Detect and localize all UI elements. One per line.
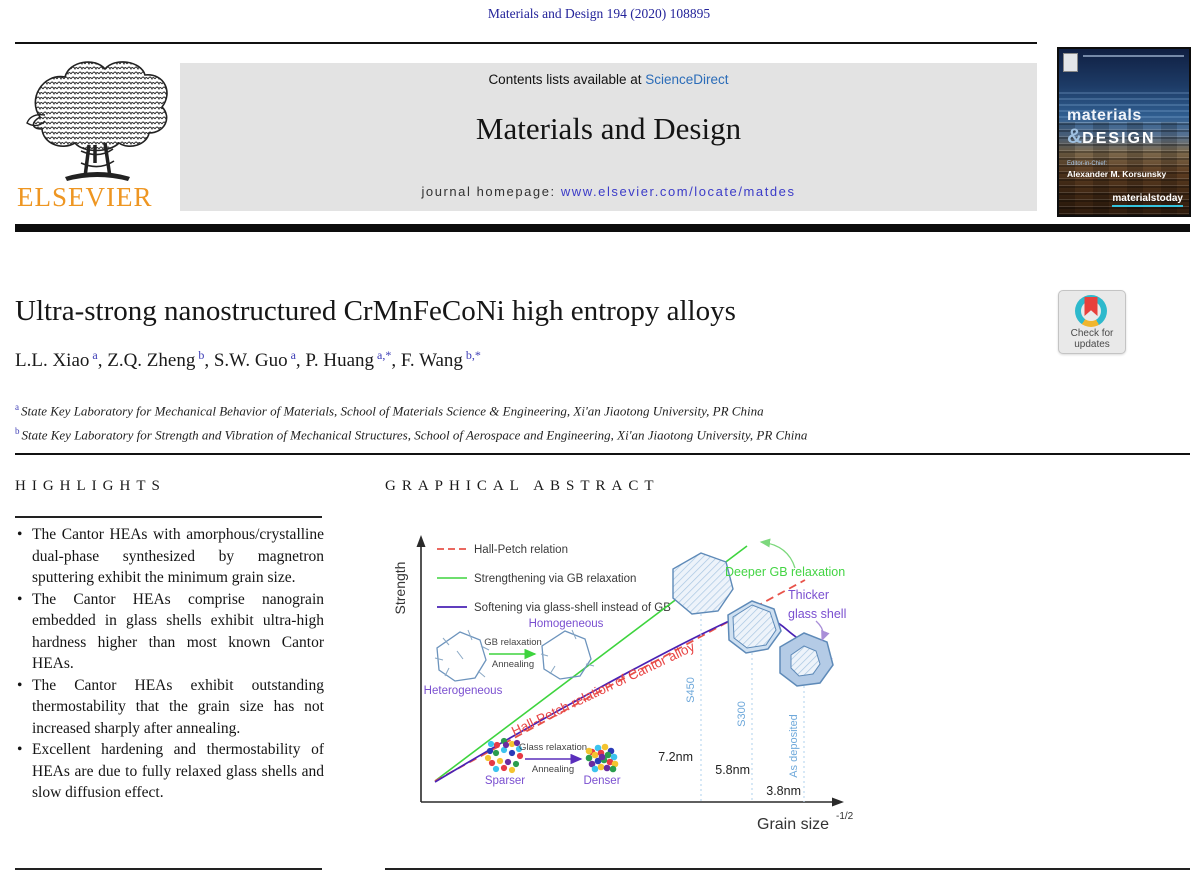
highlights-list: The Cantor HEAs with amorphous/crystalli… — [15, 524, 324, 804]
highlight-item: Excellent hardening and thermostability … — [15, 739, 324, 804]
y-axis-arrow — [416, 535, 426, 547]
highlights-rule — [15, 516, 322, 518]
grain-hexagon-thick-shell-core — [790, 645, 821, 677]
check-updates-ring-icon — [1075, 295, 1107, 327]
graphical-abstract-chart: Strength Grain size -1/2 Hall-Petch rela… — [392, 535, 854, 833]
heterogeneous-gb-ticks — [434, 629, 490, 678]
grain-size-5-8nm: 5.8nm — [715, 763, 750, 777]
sparser-atom-cluster — [484, 737, 524, 774]
cover-editor-label: Editor-in-Chief: — [1067, 161, 1108, 167]
journal-header-box: Contents lists available at ScienceDirec… — [180, 63, 1037, 211]
denser-atom-cluster — [585, 743, 619, 773]
annotation-denser: Denser — [583, 775, 620, 787]
cover-elsevier-mini-logo — [1063, 53, 1078, 72]
elsevier-wordmark: ELSEVIER — [17, 182, 153, 212]
highlights-heading: HIGHLIGHTS — [15, 478, 166, 494]
x-axis-arrow — [832, 797, 844, 807]
author-affiliation-sup: b,* — [465, 348, 481, 362]
elsevier-logo[interactable]: ELSEVIER — [15, 55, 178, 213]
section-divider-rule — [15, 453, 1190, 455]
grain-hexagon-thin-shell-core — [732, 604, 777, 649]
annotation-sparser: Sparser — [485, 775, 525, 787]
cover-top-text-bar — [1083, 55, 1184, 57]
check-updates-bookmark-icon — [1084, 297, 1098, 316]
homepage-url-link[interactable]: www.elsevier.com/locate/matdes — [560, 184, 796, 199]
highlight-item: The Cantor HEAs exhibit outstanding ther… — [15, 675, 324, 740]
legend-label-hall-petch: Hall-Petch relation — [474, 544, 568, 556]
author-list: L.L. Xiao a, Z.Q. Zheng b, S.W. Guo a, P. H… — [15, 348, 1015, 372]
author-affiliation-sup: a — [290, 348, 296, 362]
author: Z.Q. Zheng b, — [107, 348, 214, 372]
annotation-glass-shell: glass shell — [788, 607, 846, 621]
cover-materialstoday-logo: materialstoday — [1112, 193, 1183, 207]
homogeneous-grain-outline — [541, 630, 592, 680]
cover-ampersand: & — [1067, 125, 1083, 148]
author: S.W. Guo a, — [213, 348, 306, 372]
s450-label: S450 — [685, 677, 697, 703]
header-top-rule — [15, 42, 1037, 44]
author: F. Wang b,* — [400, 348, 481, 372]
annotation-gb-relaxation: GB relaxation — [484, 637, 542, 648]
x-axis-label-sup: -1/2 — [836, 811, 854, 822]
graphical-abstract-heading: GRAPHICAL ABSTRACT — [385, 478, 660, 494]
author-affiliation-sup: a,* — [377, 348, 392, 362]
cover-texture-slats — [1059, 122, 1189, 215]
journal-citation-link[interactable]: Materials and Design 194 (2020) 108895 — [487, 6, 711, 21]
abstract-bottom-rule — [385, 868, 1190, 870]
annotation-glass-relaxation: Glass relaxation — [519, 742, 587, 753]
cover-title-design: &DESIGN — [1067, 125, 1156, 148]
sciencedirect-link[interactable]: ScienceDirect — [645, 72, 729, 87]
homogeneous-gb-ticks — [540, 629, 595, 675]
heterogeneous-grain-outline — [436, 631, 487, 682]
homepage-line: journal homepage: www.elsevier.com/locat… — [180, 184, 1037, 199]
annotation-heterogeneous: Heterogeneous — [424, 685, 503, 697]
contents-prefix: Contents lists available at — [488, 72, 646, 87]
cover-title-materials: materials — [1067, 107, 1142, 124]
s300-label: S300 — [736, 701, 748, 727]
annotation-homogeneous: Homogeneous — [529, 618, 604, 630]
annotation-annealing-bottom: Annealing — [532, 764, 574, 775]
check-for-updates-badge[interactable]: Check for updates — [1058, 290, 1126, 354]
highlight-item: The Cantor HEAs with amorphous/crystalli… — [15, 524, 324, 589]
check-updates-label: Check for updates — [1070, 328, 1114, 350]
author-affiliation-sup: b — [198, 348, 205, 362]
elsevier-tree-icon — [26, 61, 168, 181]
legend-label-gb-relaxation: Strengthening via GB relaxation — [474, 573, 636, 585]
author: L.L. Xiao a, — [15, 348, 108, 372]
contents-line: Contents lists available at ScienceDirec… — [180, 72, 1037, 87]
affiliation: a State Key Laboratory for Mechanical Beh… — [15, 402, 764, 419]
annotation-deeper-gb-relaxation: Deeper GB relaxation — [725, 565, 845, 579]
homepage-prefix: journal homepage: — [421, 184, 561, 199]
graphical-abstract-figure: Strength Grain size -1/2 Hall-Petch rela… — [392, 518, 1190, 855]
highlight-item: The Cantor HEAs comprise nanograin embed… — [15, 589, 324, 675]
journal-title: Materials and Design — [475, 111, 742, 146]
annotation-thicker: Thicker — [788, 588, 829, 602]
grain-hexagon-relaxed — [672, 552, 734, 615]
affiliations: a State Key Laboratory for Mechanical Beh… — [15, 397, 1055, 446]
cover-texture-streaks — [1059, 92, 1189, 126]
grain-size-7-2nm: 7.2nm — [658, 750, 693, 764]
x-axis-label: Grain size — [757, 816, 829, 833]
annotation-annealing-top: Annealing — [492, 659, 534, 670]
as-deposited-label: As deposited — [788, 714, 800, 778]
header-divider-bar — [15, 224, 1190, 232]
highlights-bottom-rule — [15, 868, 322, 870]
grain-size-3-8nm: 3.8nm — [766, 784, 801, 798]
legend-label-glass-shell: Softening via glass-shell instead of GB — [474, 602, 671, 614]
author: P. Huang a,*, — [305, 348, 401, 372]
cover-editor-name: Alexander M. Korsunsky — [1067, 169, 1167, 179]
y-axis-label: Strength — [395, 562, 408, 615]
affiliation: b State Key Laboratory for Strength and V… — [15, 426, 808, 443]
thicker-shell-arrow — [815, 620, 830, 642]
deeper-gb-arrow — [759, 538, 796, 569]
author-affiliation-sup: a — [92, 348, 98, 362]
journal-cover-thumbnail[interactable]: materials &DESIGN Editor-in-Chief: Alexa… — [1057, 47, 1191, 217]
article-title: Ultra-strong nanostructured CrMnFeCoNi h… — [15, 295, 736, 327]
